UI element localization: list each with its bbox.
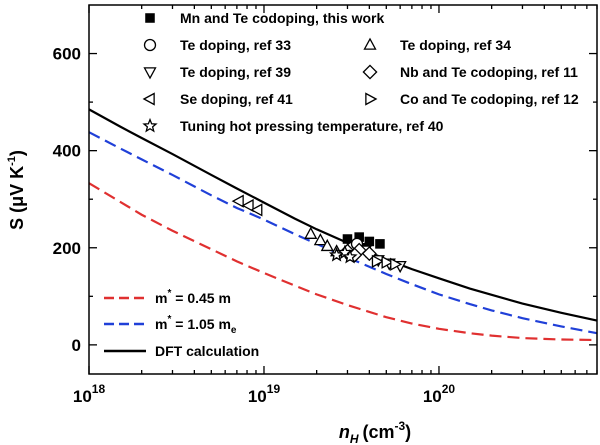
y-axis-title-pre: S ( [7,207,27,230]
curve-3 [88,108,598,322]
legend-lines: m* = 0.45 m m* = 1.05 me DFT calculation [104,288,259,359]
legend-marker-7 [365,92,378,106]
legend-marker-5 [362,64,378,80]
legend-line-label-3: DFT calculation [155,343,259,359]
point-s6-2 [241,198,254,213]
x-axis-title-unit: (cm [362,422,394,442]
legend-marker-3 [363,37,377,50]
y-tick-label-4: 600 [53,45,81,64]
curve-1 [88,182,598,342]
point-s3-3 [320,238,334,252]
x-tick-exp: 20 [442,382,456,396]
legend-label-6: Se doping, ref 41 [180,91,293,107]
y-axis-title: S (μV K-1) [6,150,27,230]
legend-label-7: Co and Te codoping, ref 12 [400,91,579,107]
legend-marker-2 [143,38,157,52]
legend-marker-6 [142,92,155,106]
legend-marker-4 [143,67,157,80]
x-tick-label-3: 1020 [423,382,456,406]
point-s3-2 [313,233,327,246]
legend-label-5: Nb and Te codoping, ref 11 [400,64,578,80]
point-s6-3 [250,203,263,217]
legend-line-label-2: m* = 1.05 me [155,314,237,336]
y-tick-label-2: 200 [53,239,81,258]
point-s7-3 [390,257,403,271]
legend-marker-8 [142,117,158,133]
legend-line-label-1: m* = 0.45 m [155,288,231,306]
y-tick-label-1: 0 [72,336,81,355]
legend-label-2: Te doping, ref 33 [180,37,291,53]
y-axis-title-close: ) [7,150,27,156]
legend-label-1: Mn and Te codoping, this work [180,10,385,26]
point-s1-4 [375,239,385,249]
legend-marker-1 [145,13,155,23]
x-tick-exp: 18 [92,382,106,396]
point-s1-1 [342,234,353,244]
point-s3-1 [304,226,318,239]
point-s8-3 [342,248,358,264]
x-tick-base: 10 [423,387,442,406]
x-axis-title-exp: -3 [395,419,406,433]
x-axis-title-sub: H [350,432,359,445]
x-tick-base: 10 [248,387,267,406]
y-axis-ticks: 0 200 400 600 [53,45,597,355]
x-tick-base: 10 [73,387,92,406]
legend-label-4: Te doping, ref 39 [180,64,291,80]
legend-label-3: Te doping, ref 34 [400,37,511,53]
x-axis-title-close: ) [405,422,411,442]
point-s7-1 [371,254,384,268]
y-tick-label-3: 400 [53,142,81,161]
data-points [231,194,407,274]
legend-markers: Mn and Te codoping, this work Te doping, … [142,10,579,134]
x-axis-title-main: n [339,422,350,442]
x-tick-label-1: 1018 [73,382,106,406]
x-tick-label-2: 1019 [248,382,281,406]
point-s6-1 [231,194,244,208]
y-axis-title-mu: μ [7,196,27,207]
point-s7-2 [381,255,394,269]
y-axis-title-exp: -1 [6,156,18,166]
plot-frame [88,4,598,375]
x-axis-title: nH (cm-3) [339,419,411,445]
y-axis-title-mid: V K [7,166,27,196]
x-axis-ticks: 1018 1019 1020 [73,5,598,406]
legend-label-8: Tuning hot pressing temperature, ref 40 [180,118,444,134]
x-tick-exp: 19 [267,382,281,396]
